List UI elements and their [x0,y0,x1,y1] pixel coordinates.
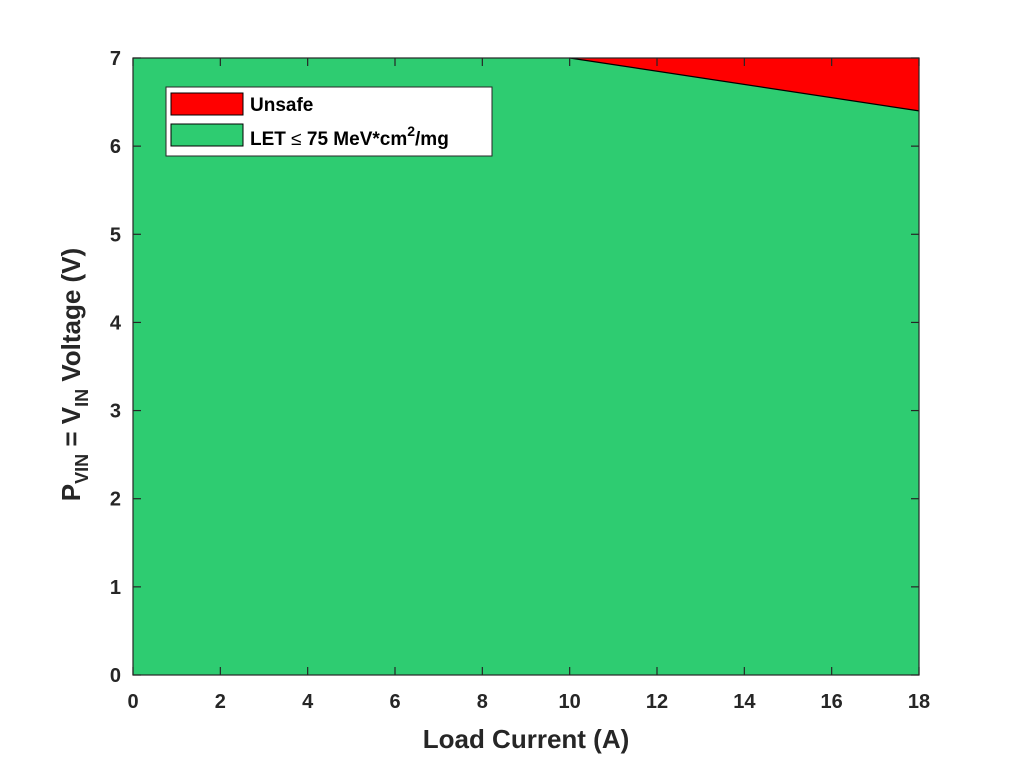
y-title-eq: = V [56,406,86,454]
x-tick-label: 16 [821,691,843,713]
x-tick-label: 4 [302,691,314,713]
y-tick-label: 6 [110,136,121,158]
y-tick-label: 3 [110,401,121,423]
x-tick-label: 2 [215,691,226,713]
x-tick-label: 6 [389,691,400,713]
y-tick-label: 4 [110,312,122,334]
y-axis-title: PVIN = VIN Voltage (V) [56,248,92,501]
legend-label-unsafe: Unsafe [250,95,313,116]
x-tick-label: 12 [646,691,668,713]
x-axis-title: Load Current (A) [423,724,630,754]
x-tick-label: 8 [477,691,488,713]
plot-area [132,57,920,676]
axes-box [132,57,920,676]
axis-ticks [132,57,920,676]
legend-label-let: LET ≤ 75 MeV*cm2/mg [250,123,449,150]
y-tick-label: 0 [110,665,121,687]
legend-le-symbol: ≤ [291,129,301,150]
x-tick-labels: 0 2 4 6 8 10 12 14 16 18 [127,691,930,713]
legend-let-sup: 2 [407,123,415,139]
legend-let-main: 75 MeV*cm [302,129,408,150]
safety-boundary-line [569,57,920,112]
y-tick-labels: 0 1 2 3 4 5 6 7 [110,48,122,687]
safe-region-area [133,58,919,675]
y-tick-label: 5 [110,224,121,246]
y-title-p-sub: VIN [72,454,92,484]
legend: Unsafe LET ≤ 75 MeV*cm2/mg [165,86,493,157]
legend-let-prefix: LET [250,129,291,150]
y-title-p: P [56,484,86,501]
y-tick-label: 7 [110,48,121,70]
y-tick-label: 1 [110,577,121,599]
x-tick-label: 0 [127,691,138,713]
y-title-rest: Voltage (V) [56,248,86,389]
x-tick-label: 18 [908,691,930,713]
legend-swatch-let [170,123,244,147]
y-tick-label: 2 [110,489,121,511]
legend-swatch-unsafe [170,92,244,116]
y-title-v-sub: IN [72,389,92,407]
x-tick-label: 10 [559,691,581,713]
x-tick-label: 14 [733,691,756,713]
legend-let-suffix: /mg [415,129,449,150]
